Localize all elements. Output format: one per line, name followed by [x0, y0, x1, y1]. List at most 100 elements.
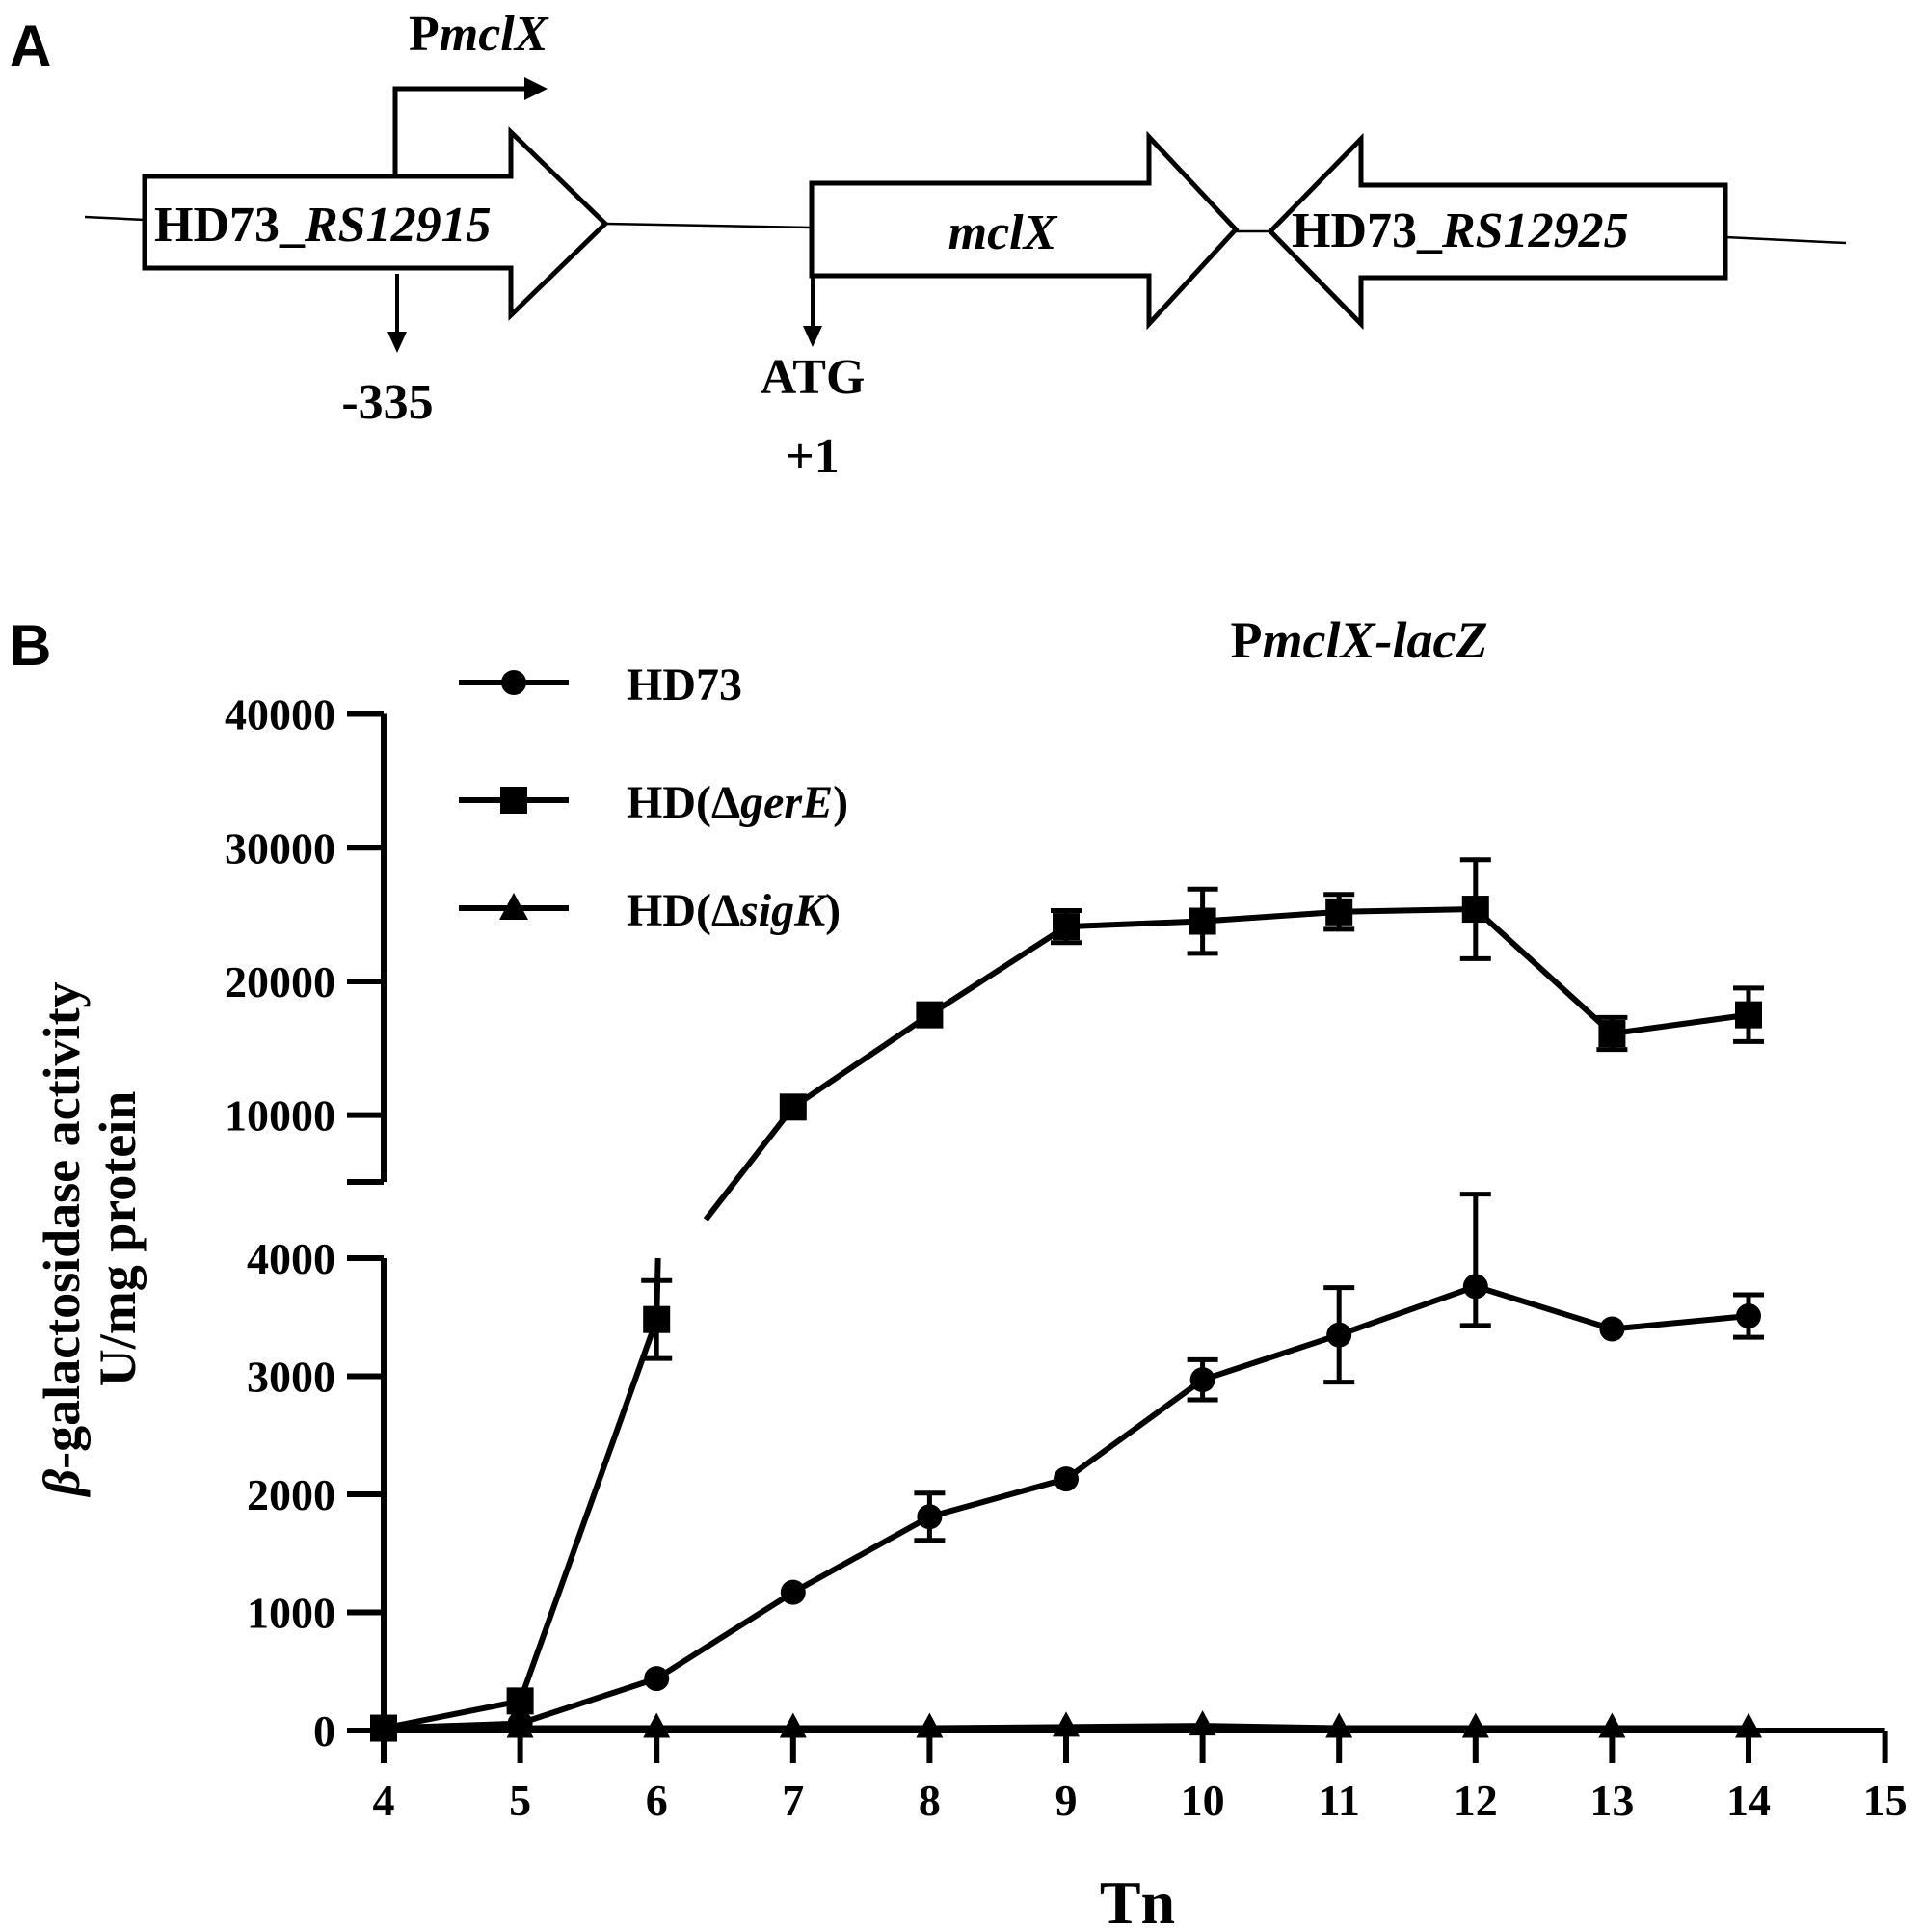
- x-tick-label: 5: [509, 1776, 531, 1825]
- legend-sigk-italic: sigK: [739, 885, 828, 936]
- data-point-square: [1189, 907, 1216, 935]
- x-tick-label: 13: [1589, 1776, 1634, 1825]
- position-marker-arrowhead: [387, 332, 407, 353]
- promoter-label-gene: mclX: [440, 7, 549, 62]
- series-line-square: [383, 1698, 521, 1731]
- series-line-circle: [1064, 1377, 1205, 1482]
- data-point-circle: [644, 1666, 670, 1692]
- series-line-triangle: [1202, 1723, 1340, 1731]
- promoter-label: PmclX: [409, 7, 549, 62]
- y-tick-label: 20000: [225, 957, 335, 1006]
- y-tick-label: 10000: [225, 1091, 335, 1140]
- legend-sigk-suffix: ): [825, 885, 841, 936]
- gene-label-rs12925-suffix: RS12925: [1441, 203, 1629, 258]
- legend-hd73-prefix: HD73: [627, 659, 742, 711]
- series-line-circle: [1612, 1313, 1749, 1332]
- position-label: -335: [341, 375, 433, 430]
- data-point-square: [779, 1093, 807, 1121]
- x-tick-label: 12: [1454, 1776, 1498, 1825]
- x-tick-label: 6: [646, 1776, 668, 1825]
- y-axis-title-italic: β: [33, 1469, 91, 1498]
- series-line-square-upper: [703, 1105, 796, 1221]
- y-tick-label: 30000: [225, 823, 335, 872]
- legend-marker-triangle: [499, 893, 528, 920]
- data-point-triangle: [643, 1712, 671, 1738]
- data-point-triangle: [1735, 1712, 1762, 1738]
- gene-label-rs12925: HD73_RS12925: [1292, 203, 1629, 258]
- data-point-square: [1461, 896, 1489, 924]
- dna-backbone-middle: [604, 222, 813, 229]
- data-point-circle: [1326, 1322, 1352, 1348]
- y-tick-label: 40000: [225, 690, 335, 739]
- series-line-square: [791, 1012, 932, 1110]
- axes: 0 1000 2000 3000 4000 10000 20000 30000 40000 4 5 6…: [225, 690, 1908, 1825]
- series-line-square: [1202, 908, 1340, 925]
- y-tick-label: 2000: [247, 1470, 335, 1519]
- series-line-triangle: [929, 1724, 1067, 1731]
- chart-title: PmclX-lacZ: [1231, 611, 1488, 669]
- panel-a-letter: A: [10, 13, 51, 78]
- data-point-triangle: [1325, 1712, 1353, 1738]
- y-axis-title-line2: U/mg protein: [89, 1091, 147, 1387]
- gene-label-rs12915-suffix: RS12915: [304, 198, 492, 253]
- series-line-square: [927, 924, 1068, 1018]
- series-line-circle: [1338, 1283, 1477, 1338]
- legend-gere-prefix: HD(Δ: [627, 777, 740, 828]
- data-point-square: [1598, 1020, 1626, 1048]
- x-axis-title: Tn: [1100, 1868, 1175, 1932]
- series-line-circle: [654, 1590, 795, 1681]
- dna-backbone-right: [1724, 235, 1847, 245]
- data-point-triangle: [779, 1712, 807, 1738]
- promoter-arrow-head: [524, 77, 548, 100]
- data-point-triangle: [506, 1712, 534, 1738]
- series-line-square: [1339, 906, 1476, 915]
- series-line-circle: [1474, 1283, 1614, 1332]
- y-tick-label: 0: [313, 1706, 335, 1756]
- promoter-arrow: [392, 86, 528, 174]
- data-point-circle: [1189, 1367, 1215, 1393]
- series-line-square: [1473, 906, 1615, 1036]
- x-tick-label: 15: [1863, 1776, 1908, 1825]
- y-tick-label: 3000: [247, 1353, 335, 1402]
- legend-gere-italic: gerE: [739, 777, 833, 828]
- atg-marker-arrowhead: [803, 326, 822, 347]
- legend-sigk-prefix: HD(Δ: [627, 885, 740, 936]
- dna-backbone-left: [84, 215, 146, 222]
- series-line-circle: [1201, 1331, 1341, 1383]
- legend-label-sigk: HD(ΔsigK): [627, 885, 841, 936]
- series-line-circle: [519, 1676, 658, 1727]
- chart-title-prefix: P: [1231, 611, 1263, 669]
- panel-a: A HD73_RS12915 mclX HD73_RS12925 PmclX -…: [10, 7, 1847, 484]
- legend-gere-suffix: ): [833, 777, 848, 828]
- gene-label-rs12915-prefix: HD73_: [154, 198, 306, 253]
- data-point-circle: [1462, 1274, 1488, 1300]
- x-tick-label: 7: [782, 1776, 804, 1825]
- data-point-square: [643, 1305, 671, 1333]
- data-point-triangle: [1598, 1712, 1626, 1738]
- data-point-circle: [1599, 1316, 1625, 1342]
- data-point-square: [1325, 898, 1353, 926]
- series-line-triangle: [1065, 1723, 1203, 1731]
- data-point-circle: [1736, 1303, 1761, 1329]
- series-line-circle: [791, 1514, 931, 1596]
- data-point-square: [916, 1001, 944, 1029]
- legend-label-hd73: HD73: [627, 659, 742, 711]
- gene-arrow-mclx: [809, 130, 1240, 331]
- data-point-triangle: [1053, 1711, 1080, 1737]
- x-tick-label: 14: [1726, 1776, 1771, 1825]
- atg-label: ATG: [761, 350, 866, 405]
- data-point-triangle: [1461, 1712, 1489, 1738]
- promoter-label-prefix: P: [409, 7, 440, 62]
- data-point-square: [506, 1687, 534, 1715]
- gene-arrow-rs12915: [142, 126, 609, 321]
- x-tick-label: 8: [919, 1776, 941, 1825]
- gene-label-rs12925-prefix: HD73_: [1292, 203, 1443, 258]
- data-point-triangle: [916, 1712, 944, 1738]
- series-layer: [370, 857, 1764, 1742]
- y-tick-label: 4000: [247, 1234, 335, 1283]
- x-tick-label: 4: [373, 1776, 395, 1825]
- x-tick-label: 9: [1055, 1776, 1078, 1825]
- gene-label-mclx: mclX: [948, 205, 1058, 260]
- series-line-square: [1611, 1011, 1749, 1037]
